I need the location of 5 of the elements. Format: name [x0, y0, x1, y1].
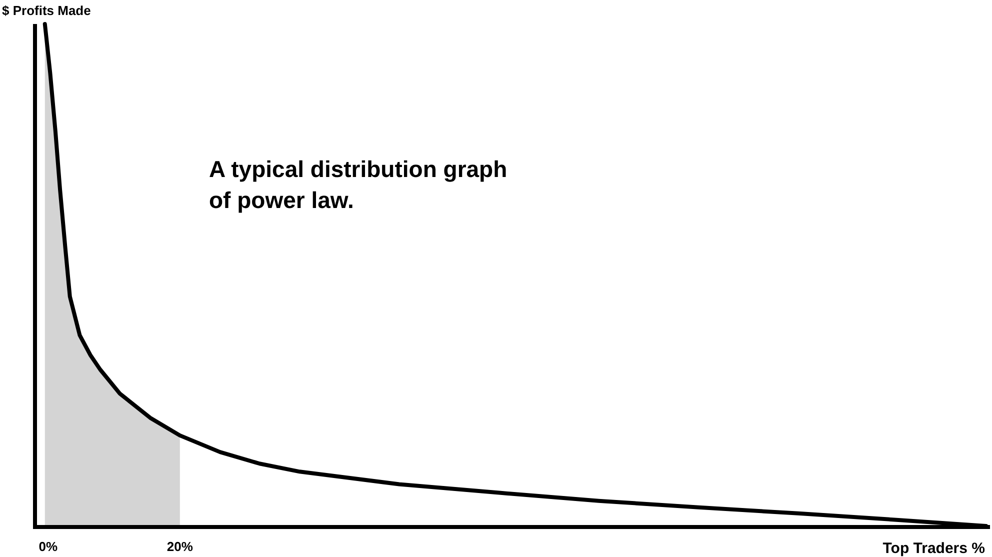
x-axis-title: Top Traders % [882, 540, 985, 557]
y-axis-title: $ Profits Made [2, 3, 91, 18]
annotation: A typical distribution graph of power law. [209, 156, 508, 213]
x-tick-label: 20% [166, 539, 194, 554]
x-tick-label: 0% [38, 539, 58, 554]
